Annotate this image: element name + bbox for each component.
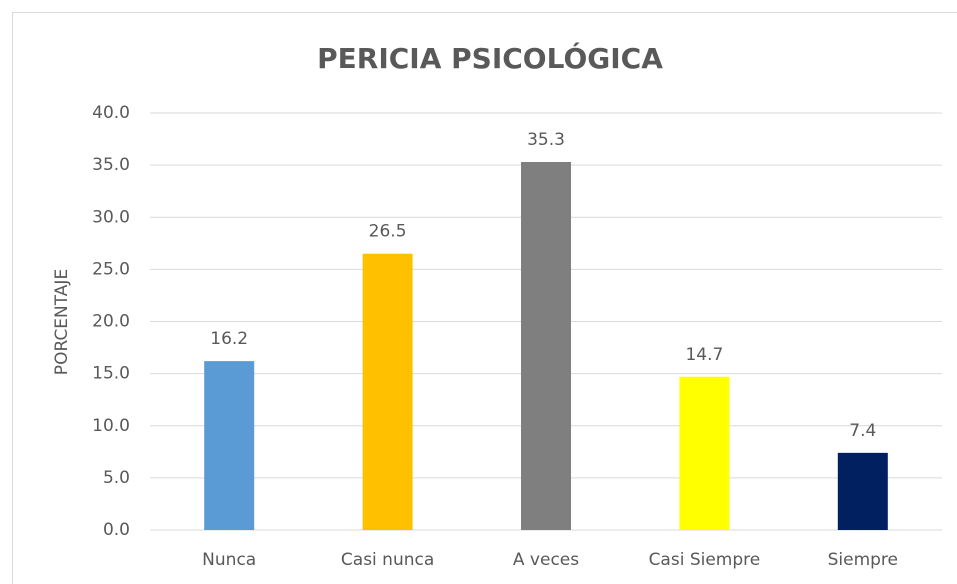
data-label: 7.4 [849, 421, 876, 441]
data-label: 26.5 [369, 222, 407, 242]
x-tick-label: A veces [513, 550, 579, 570]
data-label: 35.3 [527, 130, 565, 150]
y-axis-label: PORCENTAJE [52, 269, 72, 375]
y-tick-label: 35.0 [92, 155, 130, 175]
chart-title: PERICIA PSICOLÓGICA [317, 41, 663, 75]
y-tick-label: 5.0 [103, 468, 130, 488]
bar [837, 452, 888, 530]
bar [204, 361, 255, 530]
data-label: 14.7 [685, 345, 723, 365]
chart-frame [12, 12, 957, 584]
bar [679, 376, 730, 530]
x-tick-label: Nunca [202, 550, 256, 570]
x-tick-label: Casi nunca [341, 550, 434, 570]
y-tick-label: 0.0 [103, 520, 130, 540]
y-tick-label: 25.0 [92, 259, 130, 279]
bar [521, 161, 571, 530]
bar [362, 253, 413, 531]
data-label: 16.2 [210, 329, 248, 349]
y-tick-label: 15.0 [92, 364, 130, 384]
x-tick-label: Casi Siempre [649, 550, 761, 570]
x-tick-label: Siempre [828, 550, 898, 570]
y-tick-label: 30.0 [92, 207, 130, 227]
y-tick-label: 40.0 [92, 103, 130, 123]
y-tick-label: 20.0 [92, 312, 130, 332]
y-tick-label: 10.0 [92, 416, 130, 436]
